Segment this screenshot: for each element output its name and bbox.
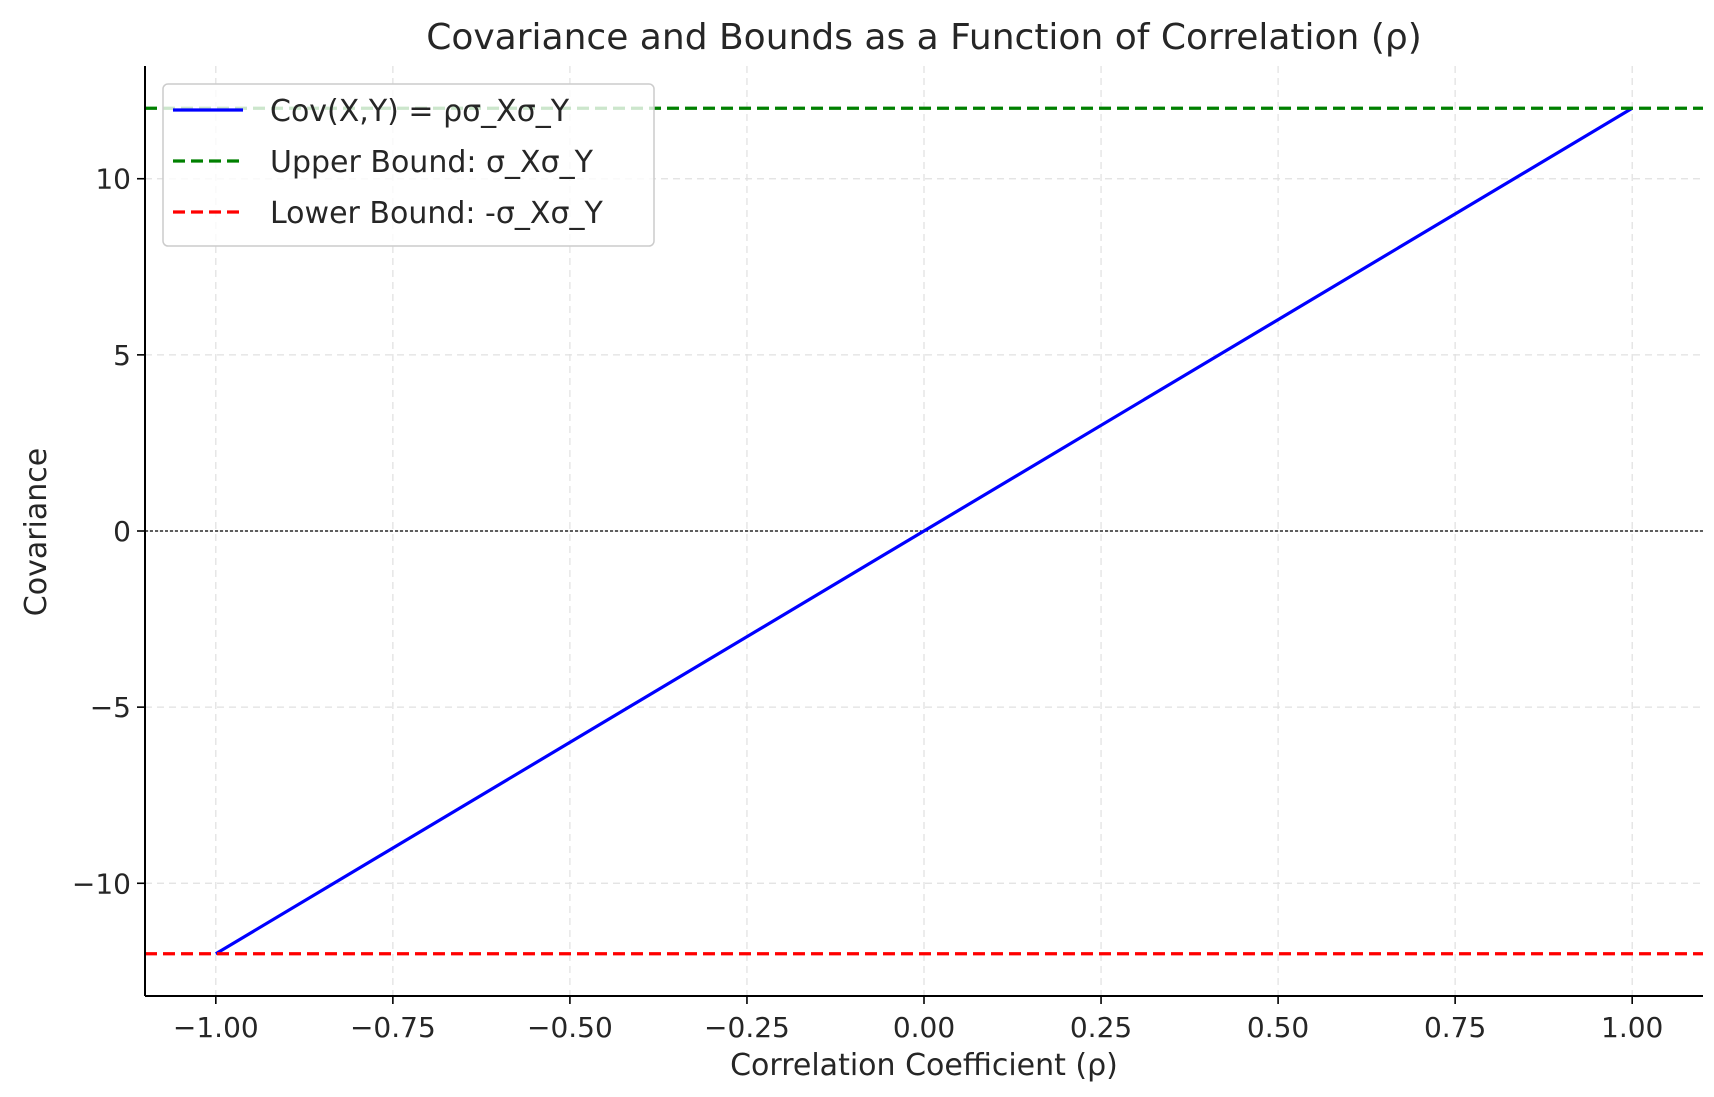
x-tick-label: −0.75 — [350, 1011, 436, 1044]
x-axis-label: Correlation Coefficient (ρ) — [730, 1048, 1118, 1083]
legend-entry-upper: Upper Bound: σ_Xσ_Y — [270, 145, 594, 180]
grid — [145, 66, 1703, 996]
y-tick-label: −5 — [90, 691, 131, 724]
y-axis-ticks: −10 −5 0 5 10 — [72, 163, 145, 900]
covariance-line — [214, 106, 1634, 956]
x-tick-label: 0.75 — [1424, 1011, 1486, 1044]
legend-entry-lower: Lower Bound: -σ_Xσ_Y — [270, 196, 603, 231]
legend-entry-cov: Cov(X,Y) = ρσ_Xσ_Y — [270, 94, 570, 129]
y-tick-label: 0 — [113, 515, 131, 548]
y-tick-label: 10 — [95, 163, 131, 196]
y-tick-label: 5 — [113, 339, 131, 372]
x-tick-label: 0.50 — [1247, 1011, 1309, 1044]
chart-title: Covariance and Bounds as a Function of C… — [426, 17, 1422, 58]
y-axis-label: Covariance — [19, 448, 54, 616]
y-tick-label: −10 — [72, 867, 131, 900]
x-tick-label: −0.25 — [704, 1011, 790, 1044]
x-tick-label: −0.50 — [527, 1011, 613, 1044]
x-tick-label: 0.00 — [893, 1011, 955, 1044]
legend: Cov(X,Y) = ρσ_Xσ_Y Upper Bound: σ_Xσ_Y L… — [162, 83, 655, 247]
x-tick-label: 0.25 — [1070, 1011, 1132, 1044]
legend-frame — [162, 83, 655, 247]
x-tick-label: 1.00 — [1601, 1011, 1663, 1044]
x-tick-label: −1.00 — [173, 1011, 259, 1044]
x-axis-ticks: −1.00 −0.75 −0.50 −0.25 0.00 0.25 0.50 0.75 1.00 — [173, 996, 1663, 1044]
